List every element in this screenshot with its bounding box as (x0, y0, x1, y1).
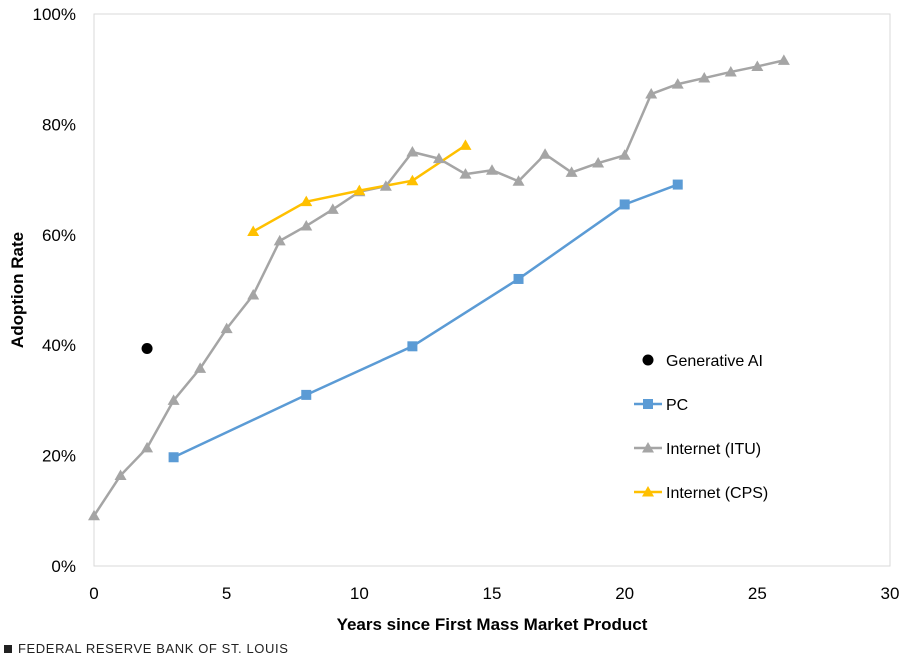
legend: Generative AI PC Internet (ITU) Internet (C… (634, 353, 768, 502)
internet-itu-point (618, 149, 631, 160)
legend-marker-internet-cps (642, 486, 654, 497)
footer-text: FEDERAL RESERVE BANK OF ST. LOUIS (18, 641, 289, 656)
series-markers (88, 54, 790, 521)
internet-itu-point (379, 180, 392, 191)
x-tick-label: 0 (89, 584, 98, 603)
internet-cps-point (406, 174, 419, 186)
x-tick-label: 15 (483, 584, 502, 603)
plot-area (93, 13, 891, 567)
internet-itu-point (751, 60, 764, 71)
internet-itu-point (220, 322, 233, 334)
y-tick-label: 80% (42, 115, 76, 134)
legend-entry-internet-cps: Internet (CPS) (634, 485, 768, 502)
legend-marker-internet-itu (642, 442, 654, 453)
internet-itu-point (406, 146, 419, 157)
internet-itu-point (645, 88, 658, 99)
y-tick-label: 0% (51, 557, 76, 576)
pc-point (168, 452, 179, 463)
generative-ai-point (141, 343, 153, 355)
legend-entry-generative-ai: Generative AI (642, 353, 763, 370)
internet-cps-point (353, 184, 366, 196)
y-tick-label: 100% (33, 5, 76, 24)
legend-marker-pc (643, 399, 653, 409)
pc-point (672, 179, 683, 190)
pc-point (301, 389, 312, 400)
adoption-chart: 0 5 10 15 20 25 30 0% 20% 40% 60% 80% 100% Generativ… (8, 5, 900, 634)
internet-itu-point (512, 175, 525, 186)
legend-label: PC (666, 397, 688, 414)
internet-itu-point (565, 166, 578, 177)
x-tick-label: 10 (350, 584, 369, 603)
axes: 0 5 10 15 20 25 30 0% 20% 40% 60% 80% 100% (33, 5, 900, 603)
legend-marker-generative-ai (642, 354, 654, 366)
internet-cps-point (247, 225, 260, 236)
y-tick-label: 60% (42, 226, 76, 245)
x-tick-label: 25 (748, 584, 767, 603)
y-axis-title: Adoption Rate (8, 232, 27, 348)
internet-itu-point (698, 72, 711, 83)
legend-label: Internet (CPS) (666, 485, 768, 502)
internet-cps-point (459, 139, 472, 150)
internet-itu-point (592, 157, 605, 168)
legend-entry-pc: PC (634, 397, 688, 414)
internet-cps-point (300, 195, 313, 207)
pc-point (407, 341, 418, 352)
x-tick-label: 20 (615, 584, 634, 603)
y-tick-label: 40% (42, 336, 76, 355)
internet-itu-point (671, 78, 684, 89)
internet-itu-point (432, 152, 445, 164)
footer-square-icon (4, 644, 12, 653)
internet-itu-point (459, 168, 472, 179)
internet-itu-point (88, 509, 100, 521)
footer: FEDERAL RESERVE BANK OF ST. LOUIS (2, 641, 288, 656)
x-tick-label: 5 (222, 584, 231, 603)
internet-itu-point (141, 441, 154, 453)
legend-label: Internet (ITU) (666, 441, 761, 458)
legend-entry-internet-itu: Internet (ITU) (634, 441, 761, 458)
x-axis-title: Years since First Mass Market Product (337, 615, 648, 634)
y-tick-label: 20% (42, 447, 76, 466)
legend-label: Generative AI (666, 353, 763, 370)
internet-itu-point (114, 469, 127, 480)
internet-itu-point (194, 362, 207, 373)
pc-point (619, 199, 630, 210)
internet-itu-point (777, 54, 790, 65)
pc-line (173, 183, 679, 459)
internet-itu-point (273, 234, 286, 246)
x-tick-label: 30 (881, 584, 900, 603)
internet-itu-point (247, 288, 260, 300)
internet-itu-point (486, 164, 498, 175)
internet-itu-point (724, 65, 737, 77)
internet-itu-point (167, 394, 180, 405)
internet-itu-point (300, 219, 313, 231)
pc-point (513, 273, 524, 284)
internet-itu-point (326, 203, 339, 214)
internet-itu-point (539, 148, 552, 159)
